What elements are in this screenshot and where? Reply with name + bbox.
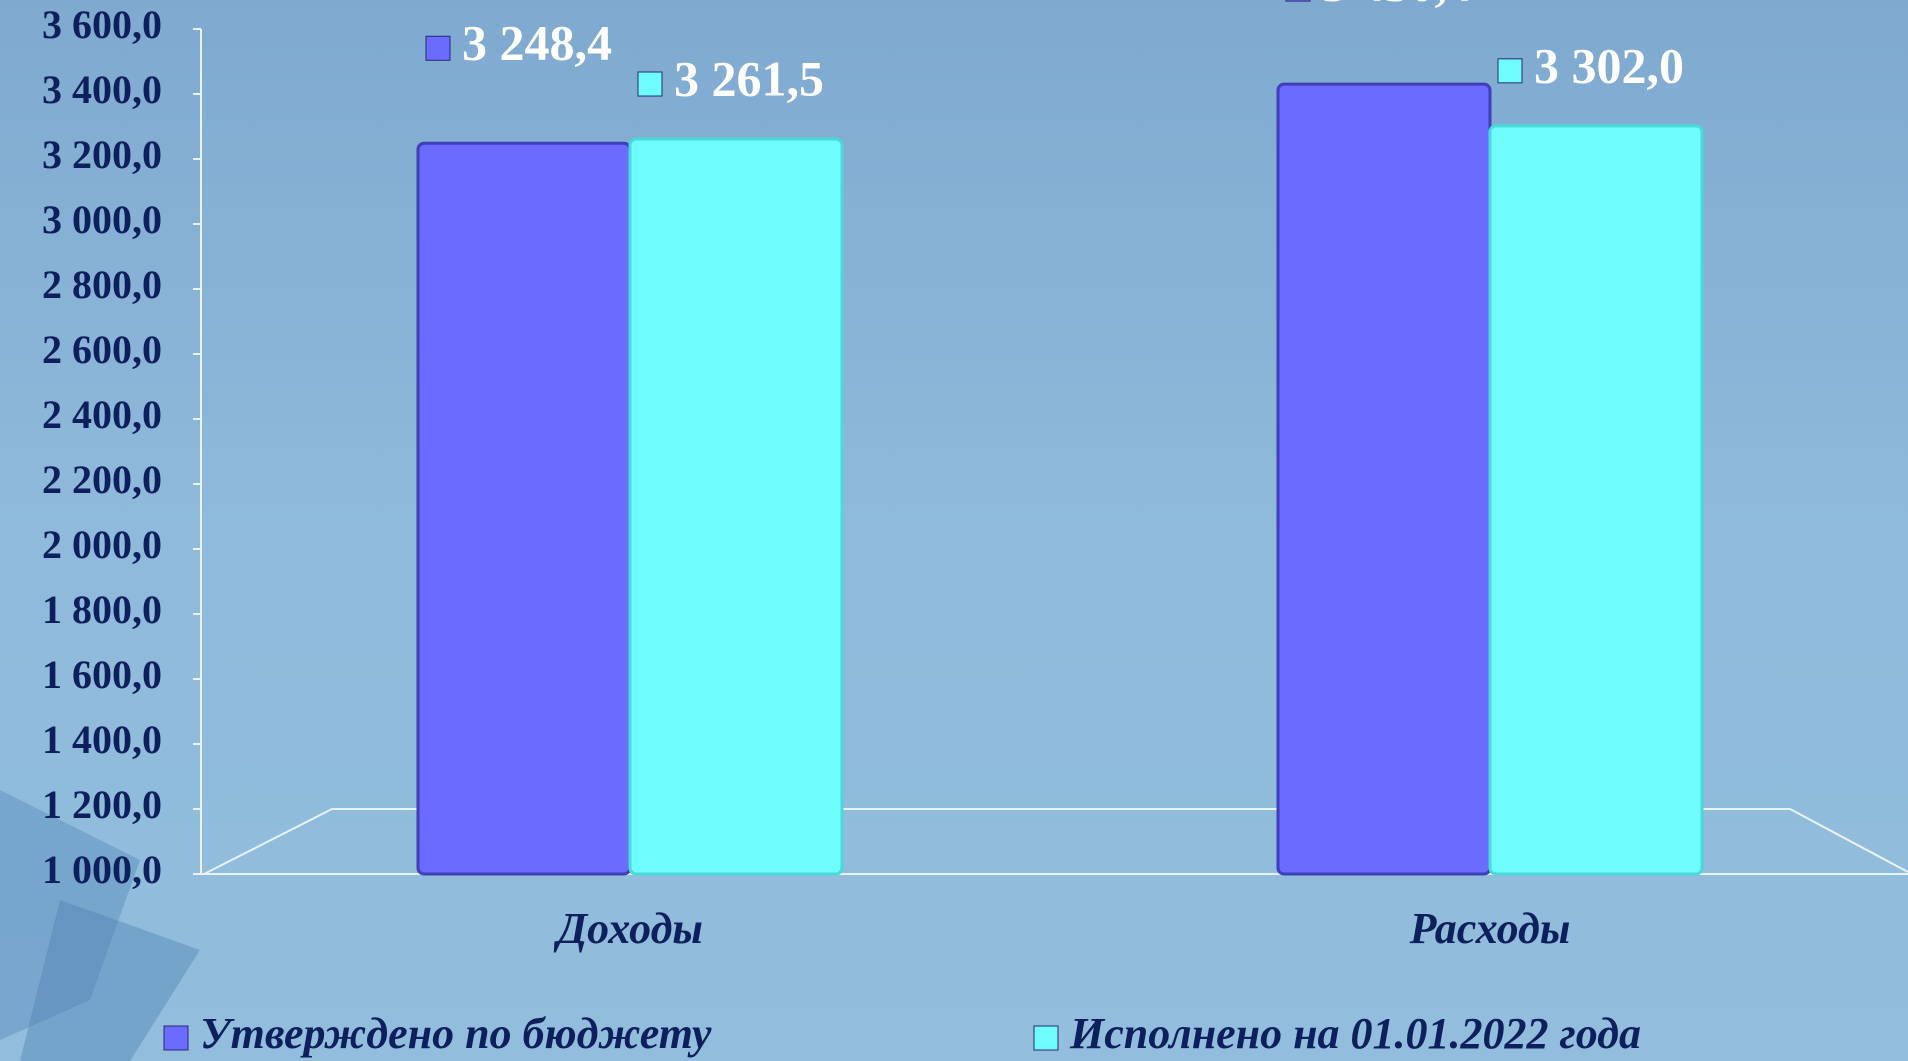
y-tick-label: 1 000,0 — [42, 847, 162, 892]
decoration — [20, 900, 200, 1061]
y-tick-label: 2 400,0 — [42, 392, 162, 437]
y-tick-label: 3 000,0 — [42, 197, 162, 242]
value-label: 3 430,4 — [1322, 0, 1472, 12]
label-marker — [637, 71, 663, 97]
y-tick-label: 1 800,0 — [42, 587, 162, 632]
label-marker — [1497, 58, 1523, 84]
y-tick-label: 2 000,0 — [42, 522, 162, 567]
legend-marker — [1033, 1025, 1059, 1051]
floor — [203, 808, 1908, 875]
legend-label: Утверждено по бюджету — [200, 1009, 712, 1058]
value-label: 3 261,5 — [674, 50, 824, 106]
bar — [628, 137, 844, 876]
y-tick-label: 1 200,0 — [42, 782, 162, 827]
y-tick-label: 2 600,0 — [42, 327, 162, 372]
bar — [416, 141, 632, 876]
value-label: 3 302,0 — [1534, 37, 1684, 93]
y-tick-label: 3 600,0 — [42, 2, 162, 47]
y-tick-label: 3 400,0 — [42, 67, 162, 112]
bar — [1488, 124, 1704, 876]
legend-label: Исполнено на 01.01.2022 года — [1069, 1009, 1641, 1058]
value-label: 3 248,4 — [462, 15, 612, 71]
decoration — [0, 790, 140, 1040]
y-tick-label: 1 400,0 — [42, 717, 162, 762]
y-tick-label: 3 200,0 — [42, 132, 162, 177]
y-tick-label: 1 600,0 — [42, 652, 162, 697]
y-tick-label: 2 200,0 — [42, 457, 162, 502]
y-tick-label: 2 800,0 — [42, 262, 162, 307]
x-tick-label: Расходы — [1409, 904, 1571, 953]
legend-marker — [163, 1025, 189, 1051]
label-marker — [425, 35, 451, 61]
bar — [1276, 82, 1492, 876]
x-tick-label: Доходы — [553, 904, 703, 953]
label-marker — [1285, 0, 1311, 2]
